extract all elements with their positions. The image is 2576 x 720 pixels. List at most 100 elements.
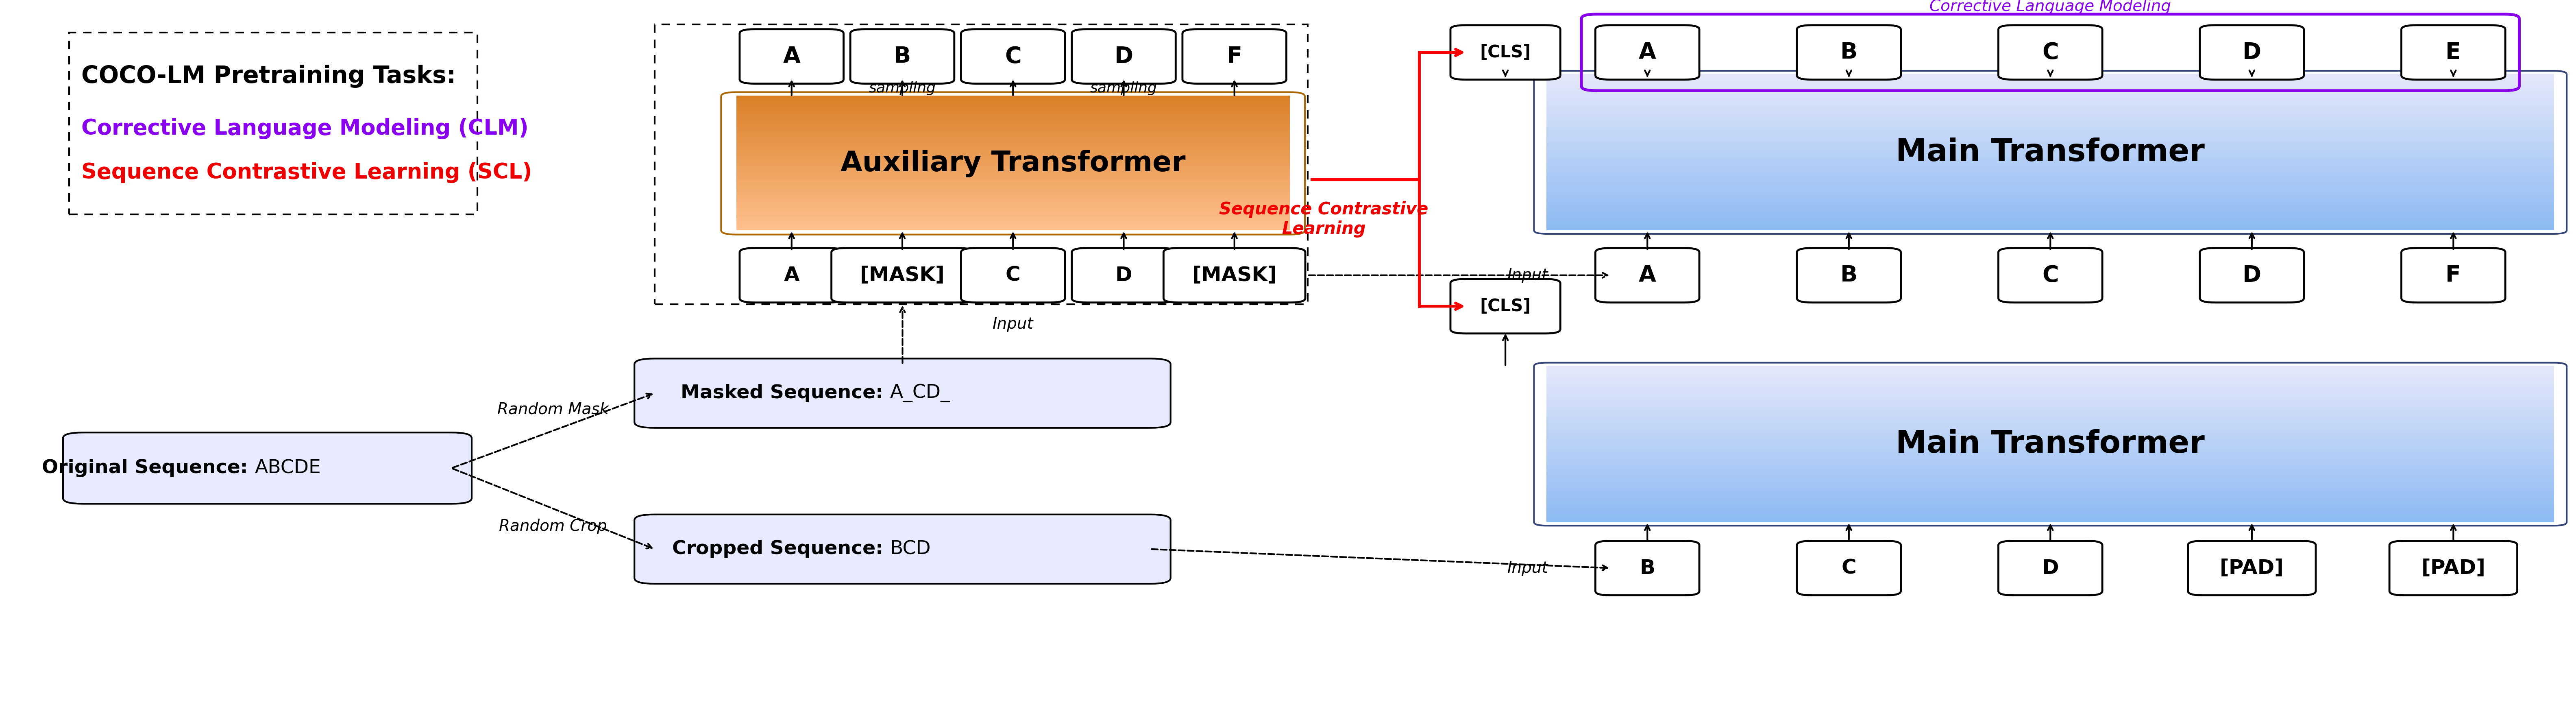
FancyBboxPatch shape [737, 185, 1291, 188]
FancyBboxPatch shape [1546, 467, 2553, 470]
Text: Random Crop: Random Crop [500, 518, 608, 534]
FancyBboxPatch shape [2200, 25, 2303, 80]
FancyBboxPatch shape [961, 248, 1064, 302]
Text: Input: Input [992, 317, 1033, 332]
FancyBboxPatch shape [1546, 149, 2553, 153]
FancyBboxPatch shape [961, 30, 1064, 84]
Text: Auxiliary Transformer: Auxiliary Transformer [840, 150, 1185, 177]
Text: F: F [2445, 264, 2460, 287]
FancyBboxPatch shape [1546, 222, 2553, 225]
Text: Sequence Contrastive
Learning: Sequence Contrastive Learning [1218, 201, 1427, 238]
FancyBboxPatch shape [1546, 81, 2553, 85]
FancyBboxPatch shape [1546, 86, 2553, 90]
FancyBboxPatch shape [1546, 188, 2553, 192]
FancyBboxPatch shape [737, 129, 1291, 132]
FancyBboxPatch shape [737, 109, 1291, 112]
FancyBboxPatch shape [737, 161, 1291, 163]
FancyBboxPatch shape [1546, 469, 2553, 473]
FancyBboxPatch shape [1546, 519, 2553, 522]
FancyBboxPatch shape [1546, 418, 2553, 420]
FancyBboxPatch shape [1450, 279, 1561, 333]
FancyBboxPatch shape [737, 104, 1291, 107]
FancyBboxPatch shape [737, 218, 1291, 221]
FancyBboxPatch shape [737, 225, 1291, 228]
FancyBboxPatch shape [1798, 541, 1901, 595]
FancyBboxPatch shape [1546, 183, 2553, 186]
FancyBboxPatch shape [1546, 154, 2553, 158]
FancyBboxPatch shape [737, 223, 1291, 226]
FancyBboxPatch shape [737, 169, 1291, 172]
FancyBboxPatch shape [1546, 428, 2553, 431]
Text: [CLS]: [CLS] [1479, 297, 1530, 315]
FancyBboxPatch shape [2401, 248, 2506, 302]
FancyBboxPatch shape [1546, 477, 2553, 480]
FancyBboxPatch shape [1546, 123, 2553, 126]
Text: Main Transformer: Main Transformer [1896, 138, 2205, 167]
FancyBboxPatch shape [1546, 89, 2553, 93]
FancyBboxPatch shape [1546, 394, 2553, 397]
FancyBboxPatch shape [1546, 162, 2553, 166]
FancyBboxPatch shape [1546, 459, 2553, 462]
FancyBboxPatch shape [1072, 30, 1175, 84]
FancyBboxPatch shape [737, 100, 1291, 103]
Text: A: A [783, 45, 801, 68]
FancyBboxPatch shape [1546, 464, 2553, 467]
FancyBboxPatch shape [737, 176, 1291, 179]
Text: A: A [1638, 42, 1656, 63]
FancyBboxPatch shape [2401, 25, 2506, 80]
Text: D: D [1115, 45, 1133, 68]
FancyBboxPatch shape [850, 30, 953, 84]
Text: Corrective Language Modeling: Corrective Language Modeling [1929, 0, 2172, 14]
FancyBboxPatch shape [737, 183, 1291, 186]
FancyBboxPatch shape [1546, 431, 2553, 433]
FancyBboxPatch shape [737, 196, 1291, 199]
FancyBboxPatch shape [737, 131, 1291, 135]
FancyBboxPatch shape [1546, 503, 2553, 507]
FancyBboxPatch shape [737, 174, 1291, 176]
FancyBboxPatch shape [1546, 73, 2553, 77]
FancyBboxPatch shape [737, 153, 1291, 157]
FancyBboxPatch shape [2200, 248, 2303, 302]
FancyBboxPatch shape [1546, 426, 2553, 428]
FancyBboxPatch shape [737, 120, 1291, 123]
FancyBboxPatch shape [737, 228, 1291, 230]
FancyBboxPatch shape [737, 125, 1291, 127]
FancyBboxPatch shape [737, 165, 1291, 168]
FancyBboxPatch shape [737, 216, 1291, 219]
FancyBboxPatch shape [737, 134, 1291, 137]
FancyBboxPatch shape [737, 171, 1291, 174]
FancyBboxPatch shape [1546, 389, 2553, 392]
FancyBboxPatch shape [1546, 128, 2553, 132]
Text: C: C [1842, 558, 1857, 578]
FancyBboxPatch shape [1546, 449, 2553, 452]
FancyBboxPatch shape [737, 189, 1291, 192]
Text: [MASK]: [MASK] [860, 266, 945, 285]
FancyBboxPatch shape [737, 203, 1291, 206]
FancyBboxPatch shape [1546, 415, 2553, 418]
FancyBboxPatch shape [1546, 441, 2553, 444]
FancyBboxPatch shape [737, 194, 1291, 197]
FancyBboxPatch shape [1546, 214, 2553, 217]
FancyBboxPatch shape [1546, 191, 2553, 194]
FancyBboxPatch shape [737, 220, 1291, 224]
Text: C: C [2043, 264, 2058, 287]
Text: Input: Input [1507, 560, 1548, 576]
FancyBboxPatch shape [1546, 126, 2553, 129]
FancyBboxPatch shape [832, 248, 974, 302]
Text: F: F [1226, 45, 1242, 68]
FancyBboxPatch shape [1546, 506, 2553, 509]
Text: C: C [1005, 45, 1020, 68]
FancyBboxPatch shape [1999, 25, 2102, 80]
Text: Main Transformer: Main Transformer [1896, 429, 2205, 459]
FancyBboxPatch shape [1546, 120, 2553, 124]
FancyBboxPatch shape [1546, 131, 2553, 134]
FancyBboxPatch shape [1546, 84, 2553, 87]
FancyBboxPatch shape [1546, 444, 2553, 447]
FancyBboxPatch shape [737, 201, 1291, 204]
FancyBboxPatch shape [1546, 446, 2553, 449]
FancyBboxPatch shape [737, 116, 1291, 119]
FancyBboxPatch shape [737, 163, 1291, 166]
FancyBboxPatch shape [1546, 99, 2553, 103]
Text: C: C [2043, 42, 2058, 63]
FancyBboxPatch shape [737, 143, 1291, 145]
